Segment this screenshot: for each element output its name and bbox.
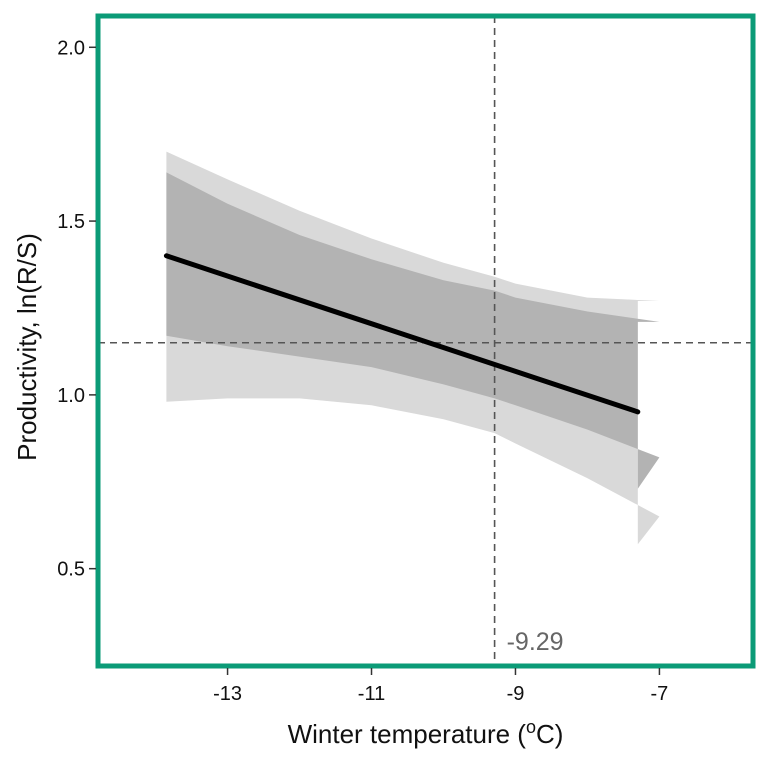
inner-confidence-band <box>166 172 660 489</box>
y-tick-label: 1.5 <box>57 211 85 233</box>
fitted-line <box>163 253 641 415</box>
x-axis: -13 -11 -9 -7 <box>213 668 668 705</box>
y-tick-label: 2.0 <box>57 37 85 59</box>
x-tick-label: -13 <box>213 683 242 705</box>
vline-annotation: -9.29 <box>507 628 564 656</box>
x-axis-title-suffix: C) <box>536 719 563 749</box>
confidence-bands <box>166 151 660 545</box>
x-tick-label: -11 <box>358 683 385 705</box>
x-axis-title-degree: o <box>526 717 536 737</box>
y-axis-title: Productivity, ln(R/S) <box>12 233 42 461</box>
y-tick-label: 1.0 <box>57 385 85 407</box>
x-tick-label: -9 <box>507 683 525 705</box>
x-axis-title: Winter temperature (oC) <box>288 717 564 749</box>
x-tick-label: -7 <box>651 683 669 705</box>
plot-frame <box>95 13 756 669</box>
y-tick-label: 0.5 <box>57 559 85 581</box>
x-axis-title-prefix: Winter temperature ( <box>288 719 527 749</box>
y-axis: 0.5 1.0 1.5 2.0 <box>57 37 96 581</box>
